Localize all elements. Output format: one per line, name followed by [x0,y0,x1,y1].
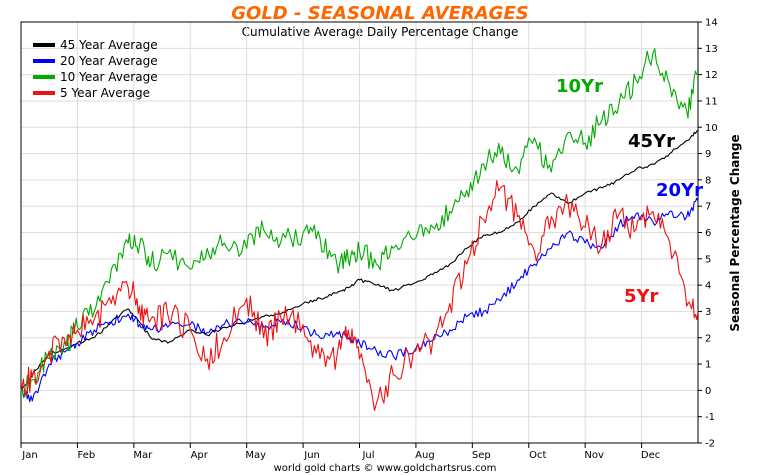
legend-label: 20 Year Average [60,54,158,68]
x-tick-label-feb: Feb [78,450,96,461]
y-tick-label: 7 [705,202,711,213]
series-line-45yr [20,129,699,391]
y-tick-label: 2 [705,333,711,344]
x-axis-ticks: Jan Feb Mar Apr May Jun Jul Aug Sep Oct Nov Dec [20,443,660,461]
y-tick-label: 10 [705,123,718,134]
y-tick-label: 3 [705,307,711,318]
legend-label: 5 Year Average [60,86,150,100]
credit-text: world gold charts © www.goldchartsrus.co… [274,463,497,474]
x-tick-label-sep: Sep [472,450,491,461]
y-tick-label: -1 [705,412,715,423]
x-tick-label-dec: Dec [641,450,660,461]
y-tick-label: 14 [705,18,718,29]
y-tick-label: -2 [705,439,715,450]
y-axis-label: Seasonal Percentage Change [728,134,742,331]
y-tick-label: 13 [705,44,718,55]
y-tick-label: 1 [705,360,711,371]
legend: 45 Year Average 20 Year Average 10 Year Av… [33,38,158,100]
y-tick-label: 4 [705,281,711,292]
x-tick-label-jan: Jan [21,450,37,461]
series-lines [20,48,699,412]
y-tick-label: 6 [705,228,711,239]
chart-title: GOLD - SEASONAL AVERAGES [231,3,528,24]
x-tick-label-nov: Nov [584,450,604,461]
grid [21,21,698,444]
series-annotations: 45Yr 20Yr 10Yr 5Yr [556,76,703,307]
x-tick-label-apr: Apr [191,450,209,461]
chart-subtitle: Cumulative Average Daily Percentage Chan… [242,25,519,39]
series-line-10yr [20,48,699,399]
x-tick-label-oct: Oct [529,450,546,461]
y-tick-label: 5 [705,254,711,265]
x-tick-label-aug: Aug [415,450,435,461]
x-tick-label-mar: Mar [133,450,153,461]
series-line-5yr [20,180,699,412]
y-tick-label: 11 [705,96,718,107]
y-tick-label: 8 [705,175,711,186]
legend-label: 45 Year Average [60,38,158,52]
annotation-20yr: 20Yr [656,180,703,201]
annotation-45yr: 45Yr [628,131,675,152]
annotation-5yr: 5Yr [624,286,659,307]
y-tick-label: 9 [705,149,711,160]
x-tick-label-jun: Jun [303,450,320,461]
x-tick-label-may: May [245,450,266,461]
y-tick-label: 12 [705,70,718,81]
legend-label: 10 Year Average [60,70,158,84]
y-tick-label: 0 [705,386,711,397]
x-tick-label-jul: Jul [361,450,374,461]
annotation-10yr: 10Yr [556,76,603,97]
